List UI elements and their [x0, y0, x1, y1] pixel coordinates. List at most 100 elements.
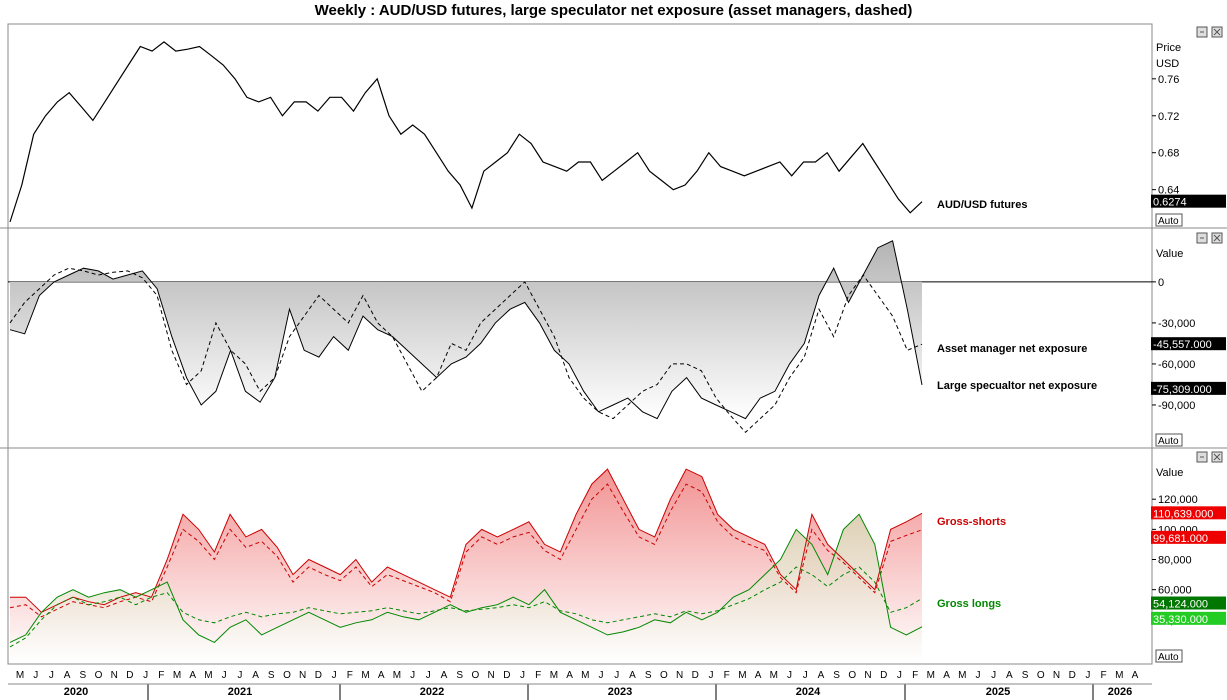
net-auto-button[interactable]: Auto — [1155, 433, 1183, 447]
month-tick-label: D — [1069, 670, 1076, 681]
month-tick-label: M — [581, 670, 589, 681]
month-tick-label: J — [1085, 670, 1090, 681]
month-tick-label: J — [426, 670, 431, 681]
month-tick-label: J — [991, 670, 996, 681]
badge-aud-usd: 0.6274 — [1153, 197, 1187, 209]
month-tick-label: J — [614, 670, 619, 681]
month-tick-label: J — [49, 670, 54, 681]
month-tick-label: J — [708, 670, 713, 681]
month-tick-label: N — [1053, 670, 1060, 681]
month-tick-label: A — [1006, 670, 1013, 681]
badge-asset-manager-bg — [1151, 337, 1226, 351]
month-tick-label: O — [283, 670, 291, 681]
badge-large-spec-bg — [1151, 381, 1226, 395]
month-tick-label: S — [456, 670, 463, 681]
month-tick-label: A — [566, 670, 573, 681]
svg-text:Auto: Auto — [1158, 652, 1179, 663]
value-badges-group: 0.6274 -45,557.000 -75,309.000 110,639.000 9… — [1151, 194, 1226, 626]
net-exposure-area — [10, 240, 922, 419]
month-tick-label: A — [252, 670, 259, 681]
label-asset-manager: Asset manager net exposure — [937, 343, 1087, 355]
month-tick-label: J — [332, 670, 337, 681]
badge-gross-shorts-am: 99,681.000 — [1153, 533, 1208, 545]
month-tick-label: N — [488, 670, 495, 681]
label-gross-shorts: Gross-shorts — [937, 516, 1006, 528]
gross-auto-button[interactable]: Auto — [1155, 649, 1183, 663]
month-tick-label: M — [770, 670, 778, 681]
gross-longs-line — [9, 513, 923, 644]
badge-asset-manager: -45,557.000 — [1153, 339, 1212, 351]
month-tick-label: M — [927, 670, 935, 681]
month-tick-label: J — [520, 670, 525, 681]
net-tick-label: 0 — [1158, 277, 1164, 289]
month-tick-label: J — [143, 670, 148, 681]
month-tick-label: N — [676, 670, 683, 681]
month-tick-label: M — [958, 670, 966, 681]
month-tick-label: A — [629, 670, 636, 681]
gross-panel-buttons[interactable] — [1196, 451, 1223, 463]
month-tick-label: J — [803, 670, 808, 681]
year-label: 2022 — [420, 686, 444, 698]
price-panel — [7, 23, 1153, 229]
month-tick-label: A — [943, 670, 950, 681]
month-tick-label: M — [393, 670, 401, 681]
price-tick-label: 0.64 — [1158, 185, 1179, 197]
aud-usd-line — [9, 41, 923, 223]
price-panel-buttons[interactable] — [1196, 26, 1223, 38]
gross-tick-label: 120,000 — [1158, 494, 1198, 506]
month-tick-label: A — [189, 670, 196, 681]
gross-shorts-area — [10, 469, 922, 662]
month-tick-label: A — [1132, 670, 1139, 681]
month-tick-label: S — [268, 670, 275, 681]
badge-gross-longs-am-bg — [1151, 596, 1226, 610]
net-tick-label: -90,000 — [1158, 400, 1195, 412]
month-tick-label: A — [378, 670, 385, 681]
year-label: 2023 — [608, 686, 632, 698]
price-series-group — [9, 41, 923, 223]
year-label: 2021 — [228, 686, 252, 698]
price-axis-title: Price — [1156, 42, 1181, 54]
month-tick-label: D — [503, 670, 510, 681]
month-tick-label: M — [1115, 670, 1123, 681]
net-series-group — [8, 240, 1152, 434]
month-tick-label: F — [347, 670, 353, 681]
month-tick-label: F — [1101, 670, 1107, 681]
asset-manager-line — [9, 267, 923, 434]
month-tick-label: F — [158, 670, 164, 681]
svg-text:Auto: Auto — [1158, 436, 1179, 447]
gross-series-group — [9, 468, 923, 662]
month-tick-label: M — [173, 670, 181, 681]
month-tick-label: A — [818, 670, 825, 681]
year-label: 2024 — [796, 686, 821, 698]
month-tick-label: F — [912, 670, 918, 681]
year-label: 2026 — [1108, 686, 1132, 698]
net-panel-buttons[interactable] — [1196, 232, 1223, 244]
badge-large-spec: -75,309.000 — [1153, 384, 1212, 396]
label-aud-usd: AUD/USD futures — [937, 199, 1027, 211]
price-tick-label: 0.72 — [1158, 111, 1179, 123]
month-tick-label: S — [1022, 670, 1029, 681]
month-tick-label: A — [441, 670, 448, 681]
month-tick-label: O — [848, 670, 856, 681]
badge-gross-shorts-am-bg — [1151, 530, 1226, 544]
price-tick-label: 0.76 — [1158, 74, 1179, 86]
net-tick-label: -60,000 — [1158, 359, 1195, 371]
chart-title: Weekly : AUD/USD futures, large speculat… — [314, 2, 913, 19]
label-gross-longs: Gross longs — [937, 598, 1001, 610]
price-auto-button[interactable]: Auto — [1155, 213, 1183, 227]
price-tick-label: 0.68 — [1158, 148, 1179, 160]
badge-gross-longs-bg — [1151, 611, 1226, 625]
month-tick-label: M — [361, 670, 369, 681]
month-tick-label: J — [410, 670, 415, 681]
year-label: 2025 — [986, 686, 1010, 698]
badge-gross-longs-am: 54,124.000 — [1153, 599, 1208, 611]
badge-gross-shorts: 110,639.000 — [1153, 508, 1213, 520]
net-tick-label: -30,000 — [1158, 318, 1195, 330]
gross-longs-area — [10, 514, 922, 662]
month-tick-label: J — [222, 670, 227, 681]
month-tick-label: F — [724, 670, 730, 681]
month-tick-label: S — [79, 670, 86, 681]
month-tick-label: J — [975, 670, 980, 681]
svg-text:Auto: Auto — [1158, 216, 1179, 227]
month-tick-label: M — [204, 670, 212, 681]
